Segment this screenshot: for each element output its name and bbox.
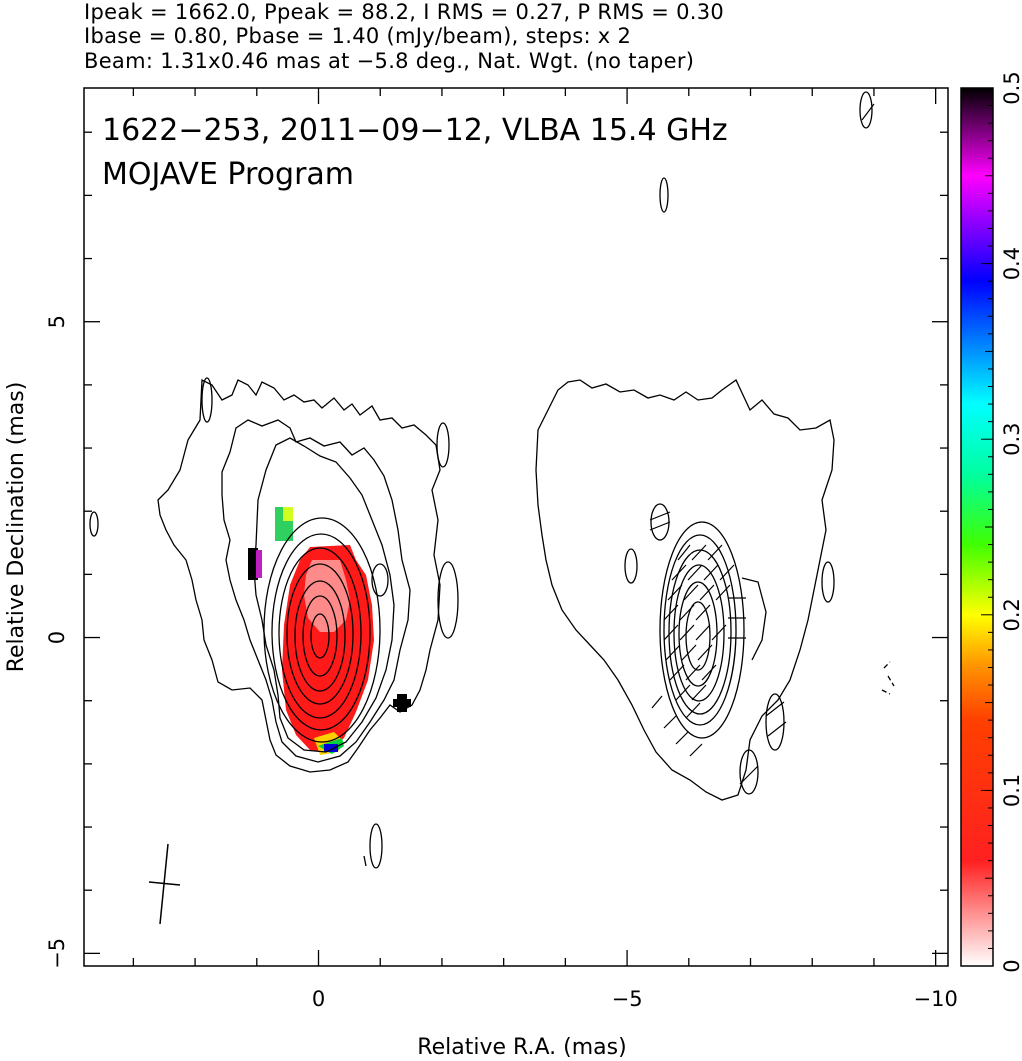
x-tick-label: −10	[913, 987, 957, 1011]
y-axis-ticks: 5 0 −5	[45, 131, 948, 969]
colorbar-tick-label: 0.2	[1000, 598, 1022, 631]
stokes-i-contours	[89, 177, 669, 869]
plot-frame	[83, 87, 949, 967]
chart-title: 1622−253, 2011−09−12, VLBA 15.4 GHz	[102, 113, 728, 148]
y-axis-label: Relative Declination (mas)	[4, 382, 29, 673]
y-tick-label: −5	[45, 938, 69, 969]
x-axis-ticks: 0 −5 −10	[132, 88, 958, 1011]
x-tick-label: 0	[312, 987, 325, 1011]
chart-subtitle: MOJAVE Program	[102, 157, 354, 192]
colorbar-tick-label: 0.5	[1000, 71, 1022, 104]
colorbar-tick-label: 0.4	[1000, 247, 1022, 280]
beam-symbol	[148, 843, 181, 925]
colorbar: 0 0.1 0.2 0.3 0.4 0.5	[960, 71, 1022, 973]
y-tick-label: 0	[45, 631, 69, 644]
colorbar-tick-label: 0.3	[1000, 422, 1022, 455]
header-line-3: Beam: 1.31x0.46 mas at −5.8 deg., Nat. W…	[84, 49, 695, 73]
header-line-2: Ibase = 0.80, Pbase = 1.40 (mJy/beam), s…	[84, 24, 632, 48]
evpa-vectors	[649, 103, 875, 785]
header-line-1: Ipeak = 1662.0, Ppeak = 88.2, I RMS = 0.…	[84, 0, 725, 24]
x-axis-label: Relative R.A. (mas)	[417, 1035, 626, 1060]
x-tick-label: −5	[612, 987, 643, 1011]
polarized-intensity-contours	[535, 91, 895, 801]
y-tick-label: 5	[45, 315, 69, 328]
colorbar-ticks: 0 0.1 0.2 0.3 0.4 0.5	[981, 71, 1022, 973]
colorbar-tick-label: 0.1	[1000, 774, 1022, 807]
contour-map	[89, 91, 895, 925]
colorbar-tick-label: 0	[1000, 959, 1022, 972]
cross-marker	[393, 694, 411, 712]
